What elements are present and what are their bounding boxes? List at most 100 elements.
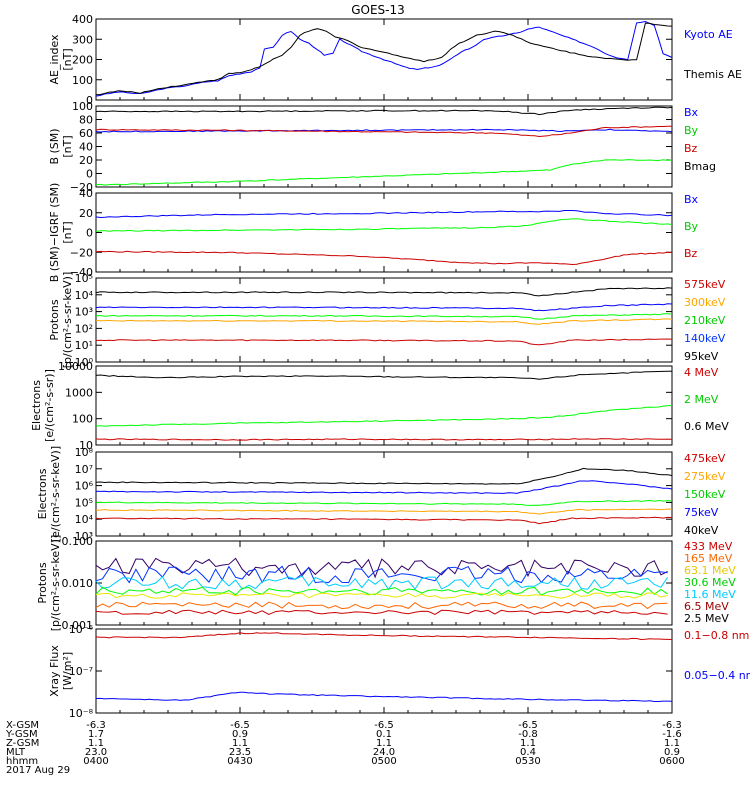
footer-value: -6.3 — [662, 720, 682, 731]
y-tick-label: 10¹ — [75, 339, 93, 352]
y-tick-label: 0 — [86, 227, 93, 240]
footer-value: -6.3 — [86, 720, 106, 731]
y-tick-label: 10⁸ — [75, 446, 94, 459]
y-tick-label: 10 — [79, 439, 93, 452]
legend-entry: By — [684, 220, 699, 233]
y-tick-label: 10⁵ — [75, 272, 93, 285]
legend-entry: 6.5 MeV — [684, 600, 729, 613]
panel-8: 10⁻⁸ 10⁻⁷ 10⁻⁶ Xray Flux[W/m²] 0.1−0.8 nm 0.0… — [48, 623, 750, 720]
series-line — [95, 609, 668, 615]
footer-row-label: X-GSM — [6, 720, 39, 731]
footer-value: 1.1 — [520, 738, 536, 749]
footer-value: 0.1 — [376, 729, 392, 740]
legend-entry: Bx — [684, 106, 699, 119]
footer-value: -6.5 — [518, 720, 538, 731]
footer-value: 23.0 — [85, 747, 107, 758]
y-tick-label: 20 — [79, 207, 93, 220]
panel-4: 10⁰ 10¹ 10² 10³ 10⁴ 10⁵Protons[p/(cm²-s-sr-ke… — [48, 272, 726, 369]
y-axis-label: Protons[p/(cm²-s-sr-keV)] — [48, 272, 74, 369]
legend-entry: Bx — [684, 193, 699, 206]
series-line — [95, 287, 673, 297]
series-line — [95, 128, 673, 133]
series-line — [95, 438, 673, 441]
y-tick-label: 0 — [86, 94, 93, 107]
legend-entry: Bz — [684, 142, 698, 155]
legend-entry: 475keV — [684, 452, 726, 465]
y-tick-label: 400 — [72, 13, 93, 26]
legend-entry: 2 MeV — [684, 393, 719, 406]
footer-value: 1.1 — [376, 738, 392, 749]
panel-7: 0.001 0.010 0.100Protons[p/(cm²-s-sr-keV)]… — [36, 535, 736, 632]
footer-value: 1.1 — [664, 738, 680, 749]
y-tick-label: 0 — [86, 168, 93, 181]
y-tick-label: 0.010 — [62, 577, 94, 590]
panel-6: 10³ 10⁴ 10⁵ 10⁶ 10⁷ 10⁸ Electrons[e/(cm²-s-sr-… — [36, 446, 726, 543]
footer-value: -0.8 — [518, 729, 538, 740]
legend-entry: 165 MeV — [684, 552, 733, 565]
series-line — [95, 575, 669, 591]
legend-entry: 433 MeV — [684, 540, 733, 553]
legend-entry: Themis AE — [683, 68, 742, 81]
legend-entry: 0.6 MeV — [684, 420, 729, 433]
y-tick-label: 80 — [79, 114, 93, 127]
y-tick-label: 10³ — [75, 530, 93, 543]
y-tick-label: 10³ — [75, 306, 93, 319]
y-tick-label: 10⁴ — [75, 289, 94, 302]
series-line — [95, 480, 673, 495]
y-tick-label: 0.001 — [62, 619, 94, 632]
legend-entry: 140keV — [684, 332, 726, 345]
y-tick-label: 10² — [75, 322, 93, 335]
footer-row-label: hhmm — [6, 756, 38, 767]
panel-1: 0 100 200 300 400 AE_index[nT] Kyoto AE Themis … — [48, 13, 742, 107]
legend-entry: 300keV — [684, 296, 726, 309]
y-tick-label: 10⁷ — [75, 463, 93, 476]
legend-entry: 275keV — [684, 470, 726, 483]
panel-frame — [95, 105, 673, 188]
series-line — [95, 467, 673, 485]
legend-entry: 95keV — [684, 350, 719, 363]
y-tick-label: 40 — [79, 141, 93, 154]
legend-entry: 4 MeV — [684, 366, 719, 379]
legend-entry: 575keV — [684, 278, 726, 291]
footer-value: -1.6 — [662, 729, 682, 740]
footer-value: -6.5 — [374, 720, 394, 731]
series-line — [95, 601, 668, 610]
y-tick-label: 10⁻⁷ — [69, 665, 93, 678]
footer-value: 1.7 — [88, 729, 104, 740]
y-tick-label: 10⁰ — [75, 356, 94, 369]
footer-value: 1.1 — [232, 738, 248, 749]
y-tick-label: 60 — [79, 127, 93, 140]
y-tick-label: 10⁶ — [75, 480, 94, 493]
y-tick-label: 40 — [79, 187, 93, 200]
legend-entry: 0.1−0.8 nm — [684, 629, 749, 642]
legend-entry: 210keV — [684, 314, 726, 327]
y-tick-label: −20 — [70, 246, 93, 259]
footer-value: 0600 — [659, 756, 684, 767]
series-line — [95, 318, 673, 325]
legend-entry: By — [684, 124, 699, 137]
y-tick-label: 300 — [72, 33, 93, 46]
series-line — [95, 338, 673, 346]
series-line — [95, 565, 668, 584]
footer-row-label: Z-GSM — [6, 738, 39, 749]
series-line — [95, 499, 673, 506]
panel-3: −40 −20 0 20 40 B (SM)−IGRF (SM)[nT] Bx By Bz — [48, 183, 699, 283]
y-axis-label: Xray Flux[W/m²] — [48, 645, 74, 697]
y-tick-label: 10⁴ — [75, 513, 94, 526]
footer-value: -6.5 — [230, 720, 250, 731]
series-line — [95, 586, 668, 596]
y-axis-label: B (SM)[nT] — [48, 128, 74, 164]
series-line — [95, 557, 668, 579]
y-tick-label: 10⁵ — [75, 496, 93, 509]
series-line — [95, 516, 673, 525]
footer-value: 0.9 — [232, 729, 248, 740]
footer-value: 0.4 — [520, 747, 536, 758]
footer-value: 0.9 — [664, 747, 680, 758]
y-tick-label: 0.100 — [62, 535, 94, 548]
series-line — [95, 125, 673, 138]
legend-entry: 63.1 MeV — [684, 564, 736, 577]
legend-entry: Kyoto AE — [684, 28, 733, 41]
legend-entry: 150keV — [684, 488, 726, 501]
legend-entry: Bz — [684, 247, 698, 260]
